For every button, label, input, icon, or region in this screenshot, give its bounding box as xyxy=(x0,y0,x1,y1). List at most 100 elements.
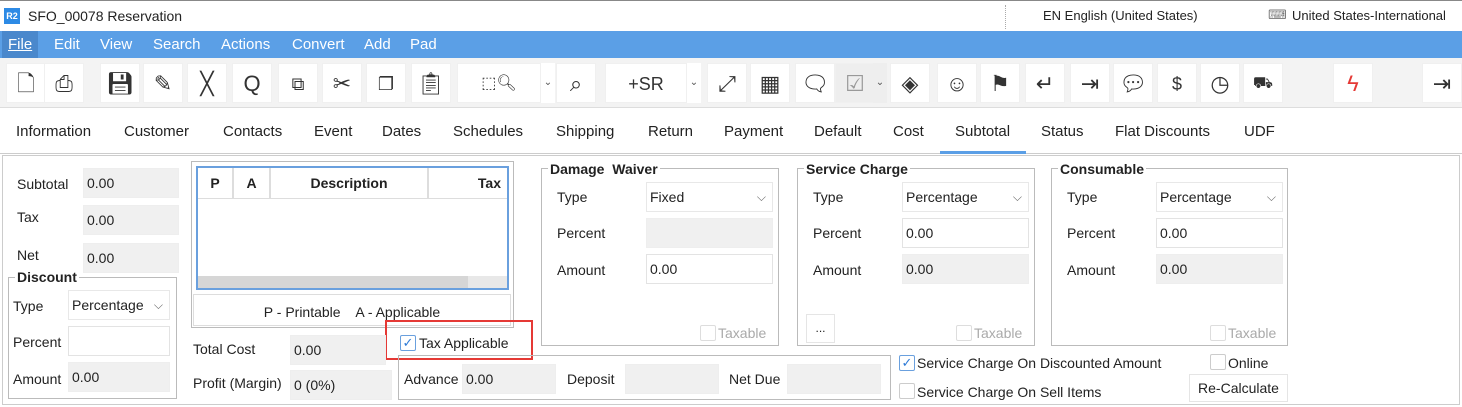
cut-icon[interactable]: ✂ xyxy=(322,63,362,103)
clipboard-icon[interactable]: 📋︎ xyxy=(411,63,451,103)
cons-percent-input[interactable]: 0.00 xyxy=(1156,218,1283,248)
cons-type-value: Percentage xyxy=(1160,189,1232,205)
chevron-down-icon[interactable]: ⌄ xyxy=(541,63,555,103)
service-charge-group xyxy=(797,168,1035,346)
cons-type-select[interactable]: Percentage ⌵ xyxy=(1156,182,1283,212)
menu-bar: File Edit View Search Actions Convert Ad… xyxy=(0,31,1462,58)
copy-icon[interactable]: ❐ xyxy=(366,63,406,103)
tab-customer[interactable]: Customer xyxy=(124,123,190,140)
sc-type-select[interactable]: Percentage ⌵ xyxy=(902,182,1029,212)
active-tab-indicator xyxy=(940,151,1026,154)
menu-edit[interactable]: Edit xyxy=(54,36,80,53)
sc-amount-label: Amount xyxy=(813,262,862,278)
menu-add[interactable]: Add xyxy=(364,36,391,53)
net-label: Net xyxy=(17,247,39,263)
payment-group xyxy=(398,355,891,400)
smiley-icon[interactable]: ☺ xyxy=(937,63,977,103)
save-icon[interactable]: 💾︎ xyxy=(100,63,140,103)
language-indicator[interactable]: EN English (United States) xyxy=(1043,8,1198,23)
online-checkbox[interactable] xyxy=(1210,354,1226,370)
consumable-group xyxy=(1051,168,1288,346)
cons-taxable-checkbox[interactable] xyxy=(1210,325,1226,341)
menu-file[interactable]: File xyxy=(2,31,39,58)
tab-flat-discounts[interactable]: Flat Discounts xyxy=(1115,123,1211,140)
invoice-dollar-icon[interactable]: $ xyxy=(1157,63,1197,103)
cons-taxable-label: Taxable xyxy=(1228,325,1277,341)
dw-type-select[interactable]: Fixed ⌵ xyxy=(646,182,773,212)
column-description[interactable]: Description xyxy=(270,168,429,198)
recalculate-button[interactable]: Re-Calculate xyxy=(1189,374,1288,402)
column-a[interactable]: A xyxy=(233,168,271,198)
print-icon[interactable]: ⎙ xyxy=(44,63,84,103)
tab-udf[interactable]: UDF xyxy=(1244,123,1275,140)
dw-taxable-checkbox[interactable] xyxy=(700,325,716,341)
tab-information[interactable]: Information xyxy=(16,123,92,140)
add-sr-button[interactable]: +SR xyxy=(605,63,687,103)
tab-status[interactable]: Status xyxy=(1041,123,1084,140)
tab-dates[interactable]: Dates xyxy=(382,123,422,140)
keyboard-layout[interactable]: United States-International xyxy=(1292,8,1446,23)
horizontal-scrollbar[interactable] xyxy=(198,276,507,288)
deposit-label: Deposit xyxy=(567,371,615,387)
speech-zero-icon[interactable]: 💬︎ xyxy=(1113,63,1153,103)
truck-icon[interactable]: ⛟ xyxy=(1243,63,1283,103)
lightning-icon[interactable]: ϟ xyxy=(1333,63,1373,103)
column-tax[interactable]: Tax xyxy=(477,174,501,191)
sc-more-button[interactable]: ... xyxy=(806,314,835,343)
tax-applicable-checkbox[interactable]: ✓ xyxy=(400,335,416,351)
tab-shipping[interactable]: Shipping xyxy=(556,123,615,140)
tab-schedules[interactable]: Schedules xyxy=(453,123,524,140)
new-document-icon[interactable]: 🗋 xyxy=(6,63,46,103)
discount-amount-field: 0.00 xyxy=(68,362,170,392)
exit-icon[interactable]: ⇥ xyxy=(1422,63,1462,103)
grid-icon[interactable]: ▦ xyxy=(750,63,790,103)
chevron-down-icon[interactable]: ⌄ xyxy=(873,63,887,103)
clock-dollar-icon[interactable]: ◷ xyxy=(1200,63,1240,103)
menu-convert[interactable]: Convert xyxy=(292,36,345,53)
sc-discounted-checkbox[interactable]: ✓ xyxy=(899,355,915,371)
advance-label: Advance xyxy=(404,371,459,387)
chevron-down-icon[interactable]: ⌄ xyxy=(687,63,701,103)
copy-zero-icon[interactable]: ⧉ xyxy=(278,63,318,103)
sc-percent-input[interactable]: 0.00 xyxy=(902,218,1029,248)
close-icon[interactable]: ╳ xyxy=(187,63,227,103)
advance-field: 0.00 xyxy=(462,364,556,394)
expand-icon[interactable]: ⤢ xyxy=(707,63,747,103)
import-box-icon[interactable]: ⇥ xyxy=(1070,63,1110,103)
damage-waiver-group xyxy=(541,168,779,346)
sc-sell-items-checkbox[interactable] xyxy=(899,383,915,399)
discount-type-select[interactable]: Percentage ⌵ xyxy=(68,290,170,320)
search-window-icon[interactable]: ⌕ xyxy=(556,63,596,103)
menu-search[interactable]: Search xyxy=(153,36,201,53)
package-search-icon[interactable]: ⬚🔍︎ xyxy=(457,63,541,103)
window-title: SFO_00078 Reservation xyxy=(28,8,183,24)
return-icon[interactable]: ↵ xyxy=(1025,63,1065,103)
tab-cost[interactable]: Cost xyxy=(893,123,924,140)
tab-default[interactable]: Default xyxy=(814,123,862,140)
menu-view[interactable]: View xyxy=(100,36,133,53)
menu-pad[interactable]: Pad xyxy=(410,36,437,53)
tab-bar: Information Customer Contacts Event Date… xyxy=(0,108,1462,154)
dw-amount-input[interactable]: 0.00 xyxy=(646,254,773,284)
tab-payment[interactable]: Payment xyxy=(724,123,784,140)
comment-icon[interactable]: 🗨︎ xyxy=(795,63,835,103)
discount-group xyxy=(8,277,177,399)
deposit-field xyxy=(625,364,719,394)
tab-event[interactable]: Event xyxy=(314,123,353,140)
discount-percent-input[interactable] xyxy=(68,326,170,356)
column-p[interactable]: P xyxy=(198,168,234,198)
layers-icon[interactable]: ◈ xyxy=(890,63,930,103)
tab-return[interactable]: Return xyxy=(648,123,694,140)
total-cost-field: 0.00 xyxy=(290,335,386,365)
sc-taxable-checkbox[interactable] xyxy=(956,325,972,341)
calendar-check-icon[interactable]: ☑ xyxy=(835,63,875,103)
flag-icon[interactable]: ⚑ xyxy=(980,63,1020,103)
scrollbar-thumb[interactable] xyxy=(198,276,468,288)
tab-subtotal[interactable]: Subtotal xyxy=(955,123,1011,140)
tab-contacts[interactable]: Contacts xyxy=(223,123,283,140)
sc-discounted-label: Service Charge On Discounted Amount xyxy=(917,355,1162,371)
search-icon[interactable]: Q xyxy=(232,63,272,103)
menu-actions[interactable]: Actions xyxy=(221,36,271,53)
pencil-icon[interactable]: ✎ xyxy=(143,63,183,103)
sc-taxable-label: Taxable xyxy=(974,325,1023,341)
